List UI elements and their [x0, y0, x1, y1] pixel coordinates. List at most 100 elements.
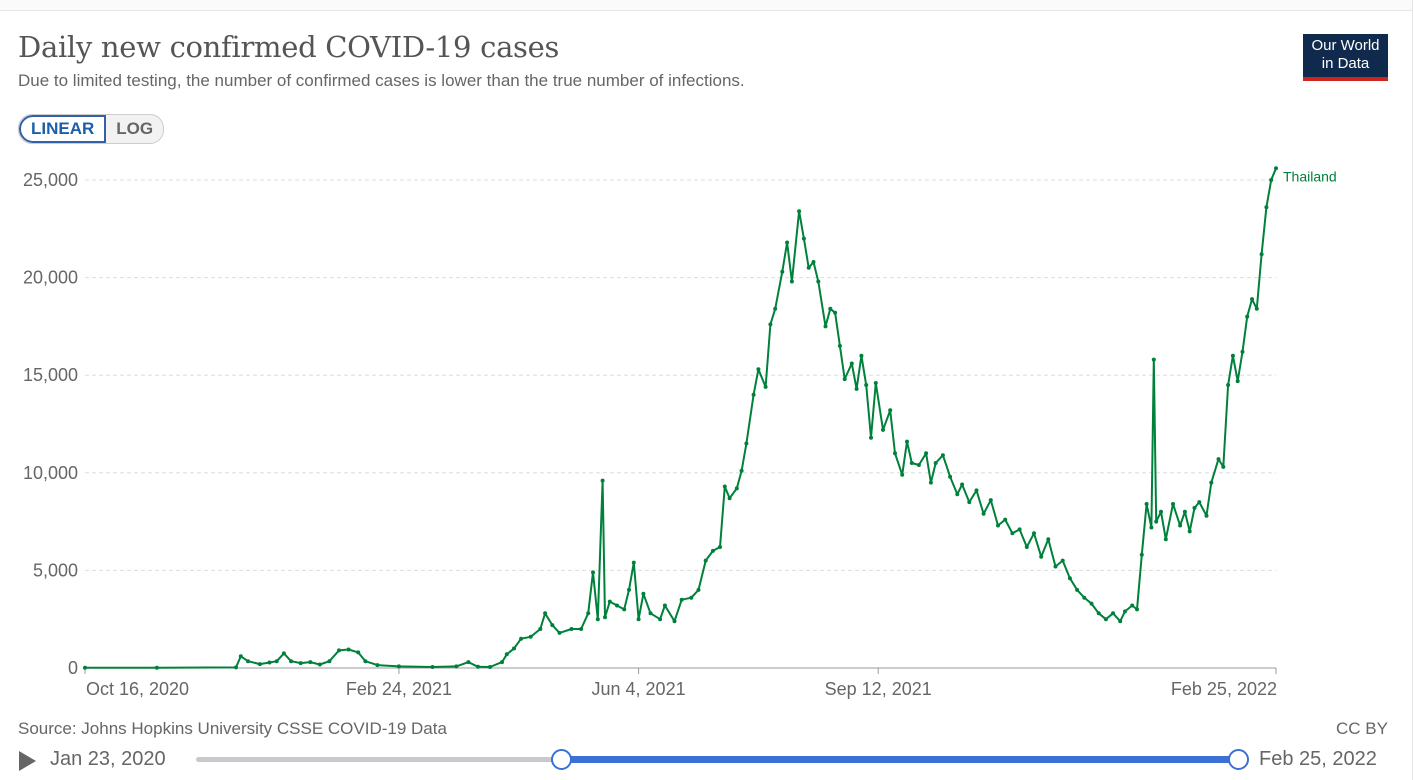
data-point	[849, 361, 854, 366]
data-point	[1163, 537, 1168, 542]
data-point	[1182, 509, 1187, 514]
owid-logo[interactable]: Our World in Data	[1303, 34, 1388, 81]
data-point	[234, 665, 238, 670]
chart-subtitle: Due to limited testing, the number of co…	[18, 71, 745, 90]
data-point	[679, 597, 684, 602]
data-point	[591, 570, 595, 575]
play-icon[interactable]	[19, 751, 36, 771]
data-point	[662, 603, 667, 608]
source-text[interactable]: Source: Johns Hopkins University CSSE CO…	[18, 719, 447, 738]
data-point	[905, 439, 909, 444]
data-point	[1089, 601, 1094, 606]
data-point	[756, 367, 761, 372]
data-point	[267, 660, 272, 665]
x-tick-label: Oct 16, 2020	[86, 679, 189, 699]
data-point	[1221, 464, 1226, 469]
data-point	[257, 662, 262, 667]
data-point	[274, 659, 279, 664]
series-label-thailand: Thailand	[1283, 168, 1337, 184]
data-point	[1235, 379, 1240, 384]
timeline-end-handle[interactable]	[1228, 749, 1249, 770]
data-point	[1159, 509, 1163, 514]
license-link[interactable]: CC BY	[1336, 719, 1388, 738]
data-point	[873, 381, 878, 385]
data-point	[488, 665, 492, 669]
data-point	[569, 627, 574, 631]
data-point	[828, 306, 833, 311]
data-point	[1139, 552, 1144, 557]
data-point	[317, 662, 322, 667]
logo-line-1: Our World	[1311, 37, 1380, 54]
x-tick-label: Feb 24, 2021	[346, 679, 452, 699]
data-point	[600, 478, 605, 483]
data-point	[773, 306, 778, 311]
y-tick-label: 25,000	[23, 170, 78, 190]
data-point	[1259, 252, 1264, 257]
data-point	[1111, 611, 1115, 616]
data-point	[854, 386, 859, 391]
data-point	[1245, 314, 1250, 319]
data-point	[337, 648, 341, 653]
data-point	[375, 663, 380, 668]
data-point	[1135, 607, 1139, 612]
data-point	[734, 486, 739, 491]
data-point	[967, 500, 972, 505]
data-point	[864, 383, 869, 387]
data-point	[722, 484, 727, 489]
data-point	[363, 659, 368, 664]
data-point	[823, 324, 828, 329]
data-point	[785, 240, 790, 245]
data-point	[289, 659, 294, 664]
data-point	[672, 619, 677, 624]
data-point	[996, 523, 1000, 528]
data-point	[1130, 603, 1135, 608]
timeline-start-handle[interactable]	[550, 749, 572, 770]
data-point	[603, 615, 607, 620]
data-point	[1003, 517, 1008, 522]
data-point	[466, 660, 471, 665]
data-point	[1017, 527, 1022, 532]
data-point	[689, 595, 694, 600]
data-point	[396, 664, 401, 669]
data-point	[631, 560, 636, 565]
data-point	[1226, 383, 1231, 387]
data-point	[519, 636, 524, 641]
data-point	[909, 461, 914, 465]
data-point	[1053, 564, 1058, 569]
linear-scale-button[interactable]: LINEAR	[19, 115, 107, 143]
data-point	[476, 664, 480, 669]
data-point	[816, 279, 821, 284]
data-point	[246, 659, 250, 664]
data-point	[744, 441, 749, 446]
data-point	[1046, 537, 1051, 542]
data-point	[648, 611, 653, 616]
data-point	[627, 587, 631, 592]
timeline-selected-range	[560, 756, 1238, 763]
data-point	[1216, 457, 1221, 462]
data-point	[696, 587, 701, 592]
data-point	[1123, 609, 1127, 614]
y-tick-label: 15,000	[23, 365, 78, 385]
data-point	[1209, 480, 1214, 485]
data-point	[1039, 554, 1044, 559]
log-scale-button[interactable]: LOG	[116, 119, 154, 138]
data-point	[1075, 587, 1080, 592]
data-point	[1250, 297, 1254, 302]
data-point	[789, 279, 794, 284]
data-point	[83, 665, 87, 670]
data-point	[1096, 611, 1101, 616]
data-point	[727, 496, 732, 501]
logo-line-2: in Data	[1321, 55, 1370, 72]
data-point	[806, 265, 811, 270]
data-point	[430, 665, 435, 669]
data-point	[538, 627, 543, 631]
data-point	[1192, 505, 1197, 510]
data-point	[751, 392, 756, 397]
series-line-thailand	[85, 167, 1277, 669]
data-point	[658, 617, 663, 622]
data-point	[528, 634, 533, 639]
timeline: Jan 23, 2020 Feb 25, 2022	[0, 742, 1413, 778]
data-point	[1240, 349, 1245, 354]
data-point	[900, 472, 905, 477]
data-point	[780, 269, 785, 274]
